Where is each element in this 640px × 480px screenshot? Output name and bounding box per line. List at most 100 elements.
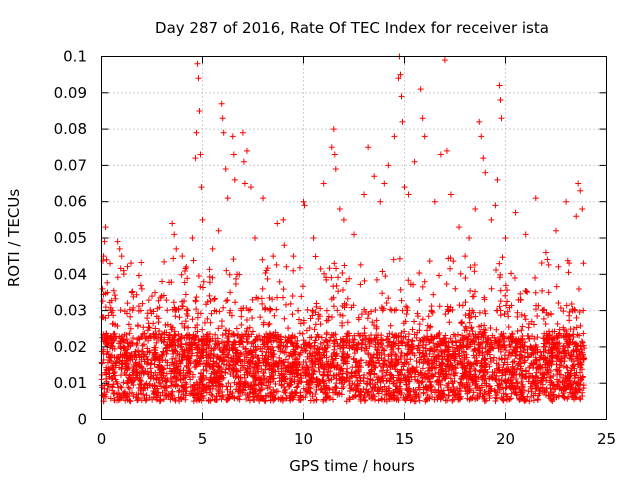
scatter-point: [204, 315, 211, 322]
scatter-point: [304, 306, 311, 313]
scatter-point: [316, 368, 323, 375]
scatter-point: [374, 387, 381, 394]
scatter-point: [190, 257, 197, 264]
scatter-point: [332, 353, 339, 360]
scatter-point: [228, 312, 235, 319]
scatter-point: [526, 370, 533, 377]
scatter-point: [540, 340, 547, 347]
scatter-point: [443, 342, 450, 349]
scatter-point: [406, 388, 413, 395]
scatter-point: [297, 351, 304, 358]
scatter-point: [337, 367, 344, 374]
scatter-point: [454, 345, 461, 352]
scatter-point: [396, 377, 403, 384]
scatter-point: [331, 260, 338, 267]
scatter-point: [331, 338, 338, 345]
scatter-point: [369, 319, 376, 326]
scatter-point: [539, 381, 546, 388]
scatter-point: [344, 365, 351, 372]
scatter-point: [106, 299, 113, 306]
scatter-point: [501, 344, 508, 351]
scatter-point: [119, 361, 126, 368]
scatter-point: [502, 371, 509, 378]
scatter-point: [450, 258, 457, 265]
scatter-point: [290, 267, 297, 274]
scatter-point: [436, 272, 443, 279]
scatter-point: [131, 376, 138, 383]
scatter-point: [224, 339, 231, 346]
scatter-point: [99, 384, 106, 391]
scatter-point: [560, 342, 567, 349]
scatter-point: [553, 361, 560, 368]
scatter-point: [485, 347, 492, 354]
scatter-point: [225, 330, 232, 337]
scatter-point: [317, 340, 324, 347]
scatter-point: [286, 353, 293, 360]
scatter-point: [424, 327, 431, 334]
scatter-point: [197, 393, 204, 400]
scatter-point: [295, 396, 302, 403]
scatter-point: [194, 328, 201, 335]
scatter-point: [527, 344, 534, 351]
peak-point: [391, 133, 398, 140]
scatter-point: [579, 339, 586, 346]
scatter-point: [108, 337, 115, 344]
scatter-point: [372, 359, 379, 366]
scatter-point: [573, 380, 580, 387]
scatter-point: [262, 270, 269, 277]
scatter-point: [566, 312, 573, 319]
scatter-point: [378, 395, 385, 402]
scatter-point: [278, 381, 285, 388]
scatter-point: [306, 341, 313, 348]
scatter-point: [153, 385, 160, 392]
peak-point: [330, 126, 337, 133]
scatter-point: [439, 365, 446, 372]
scatter-point: [276, 372, 283, 379]
scatter-point: [356, 380, 363, 387]
scatter-point: [118, 384, 125, 391]
scatter-point: [194, 389, 201, 396]
peak-point: [194, 60, 201, 67]
scatter-point: [243, 305, 250, 312]
scatter-point: [471, 339, 478, 346]
scatter-point: [197, 283, 204, 290]
scatter-point: [367, 381, 374, 388]
peak-point: [103, 256, 110, 263]
peak-point: [377, 198, 384, 205]
scatter-point: [566, 389, 573, 396]
scatter-point: [508, 270, 515, 277]
scatter-point: [198, 388, 205, 395]
scatter-point: [563, 364, 570, 371]
scatter-point: [380, 364, 387, 371]
peak-point: [230, 151, 237, 158]
scatter-point: [436, 393, 443, 400]
scatter-point: [278, 339, 285, 346]
peak-point: [183, 264, 190, 271]
scatter-point: [183, 388, 190, 395]
scatter-point: [416, 397, 423, 404]
scatter-point: [130, 335, 137, 342]
scatter-point: [262, 305, 269, 312]
scatter-point: [565, 269, 572, 276]
scatter-point: [398, 330, 405, 337]
scatter-point: [200, 360, 207, 367]
peak-point: [573, 213, 580, 220]
scatter-point: [134, 340, 141, 347]
scatter-point: [133, 362, 140, 369]
scatter-point: [539, 307, 546, 314]
scatter-point: [268, 339, 275, 346]
scatter-point: [560, 390, 567, 397]
scatter-point: [496, 303, 503, 310]
scatter-point: [330, 303, 337, 310]
scatter-point: [496, 274, 503, 281]
scatter-point: [508, 330, 515, 337]
scatter-point: [180, 372, 187, 379]
scatter-point: [375, 332, 382, 339]
scatter-point: [458, 320, 465, 327]
scatter-point: [297, 320, 304, 327]
peak-point: [300, 198, 307, 205]
scatter-point: [438, 366, 445, 373]
scatter-point: [339, 385, 346, 392]
scatter-point: [359, 336, 366, 343]
scatter-point: [368, 332, 375, 339]
